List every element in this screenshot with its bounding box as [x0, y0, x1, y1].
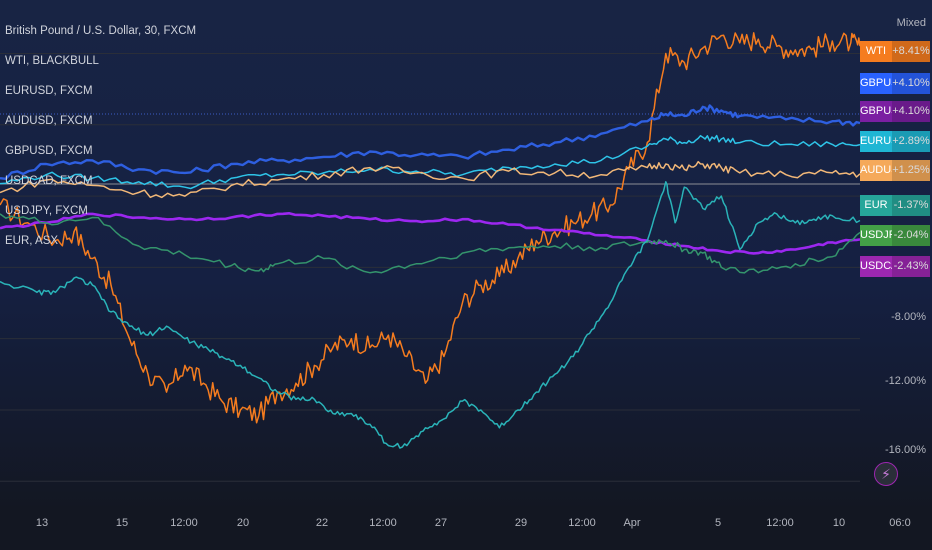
series-line-usdcad[interactable] [0, 212, 861, 255]
y-tick-label: -8.00% [891, 311, 926, 323]
scale-mode-label[interactable]: Mixed [896, 17, 926, 29]
price-tag-value: +1.25% [892, 160, 930, 181]
price-tag-symbol: GBPUSD [860, 73, 906, 94]
price-tag-symbol: WTI [860, 41, 892, 62]
price-tag-eur[interactable]: EUR -1.37% [860, 195, 930, 216]
price-tag-gbpusd[interactable]: GBPUSD +4.10% [860, 101, 930, 122]
series-line-eurusd[interactable] [0, 134, 861, 190]
lightning-icon[interactable]: ⚡ [874, 462, 898, 486]
overlay-legend-7[interactable]: EUR, ASX [5, 235, 59, 247]
price-tag-usdjpy[interactable]: USDJPY -2.04% [860, 225, 930, 246]
x-tick-label: 27 [434, 517, 448, 529]
x-tick-label: Apr [623, 517, 641, 529]
price-tag-symbol: AUDUSD [860, 160, 906, 181]
price-tag-symbol: EUR [860, 195, 892, 216]
price-tag-value: +8.41% [892, 41, 930, 62]
x-tick-label: 5 [714, 517, 722, 529]
overlay-legend-3[interactable]: AUDUSD, FXCM [5, 115, 93, 127]
y-tick-label: -12.00% [885, 375, 926, 387]
price-tag-value: +4.10% [892, 101, 930, 122]
x-tick-label: 13 [35, 517, 49, 529]
overlay-legend-1[interactable]: WTI, BLACKBULL [5, 55, 99, 67]
x-tick-label: 12:00 [369, 517, 397, 529]
plot-background [0, 0, 932, 510]
x-tick-label: 15 [115, 517, 129, 529]
price-tag-value: -1.37% [892, 195, 930, 216]
price-tag-symbol: USDJPY [860, 225, 903, 246]
price-tag-symbol: GBPUSD [860, 101, 906, 122]
price-tag-symbol: EURUSD [860, 131, 906, 152]
price-tag-gbpusd[interactable]: GBPUSD +4.10% [860, 73, 930, 94]
overlay-legend-5[interactable]: USDCAD, FXCM [5, 175, 93, 187]
series-line-gbpusd[interactable] [0, 104, 861, 180]
price-tag-audusd[interactable]: AUDUSD +1.25% [860, 160, 930, 181]
x-tick-label: 06:0 [889, 517, 911, 529]
x-tick-label: 10 [832, 517, 846, 529]
price-tag-usdcad[interactable]: USDCAD -2.43% [860, 256, 930, 277]
price-tag-value: +4.10% [892, 73, 930, 94]
overlay-legend-6[interactable]: USDJPY, FXCM [5, 205, 88, 217]
x-tick-label: 12:00 [170, 517, 198, 529]
x-tick-label: 12:00 [568, 517, 596, 529]
series-line-eur[interactable] [0, 181, 861, 449]
overlay-legend-4[interactable]: GBPUSD, FXCM [5, 145, 93, 157]
price-tag-wti[interactable]: WTI +8.41% [860, 41, 930, 62]
series-line-usdjpy[interactable] [0, 213, 861, 274]
series-line-wti[interactable] [0, 32, 861, 424]
series-line-audusd[interactable] [0, 160, 861, 199]
x-tick-label: 12:00 [766, 517, 794, 529]
x-tick-label: 20 [236, 517, 250, 529]
main-title[interactable]: British Pound / U.S. Dollar, 30, FXCM [5, 25, 197, 37]
price-tag-value: -2.43% [892, 256, 930, 277]
x-tick-label: 22 [315, 517, 329, 529]
price-tag-value: -2.04% [892, 225, 930, 246]
overlay-legend-2[interactable]: EURUSD, FXCM [5, 85, 93, 97]
y-tick-label: -16.00% [885, 444, 926, 456]
x-tick-label: 29 [514, 517, 528, 529]
price-tag-value: +2.89% [892, 131, 930, 152]
price-tag-eurusd[interactable]: EURUSD +2.89% [860, 131, 930, 152]
price-tag-symbol: USDCAD [860, 256, 906, 277]
